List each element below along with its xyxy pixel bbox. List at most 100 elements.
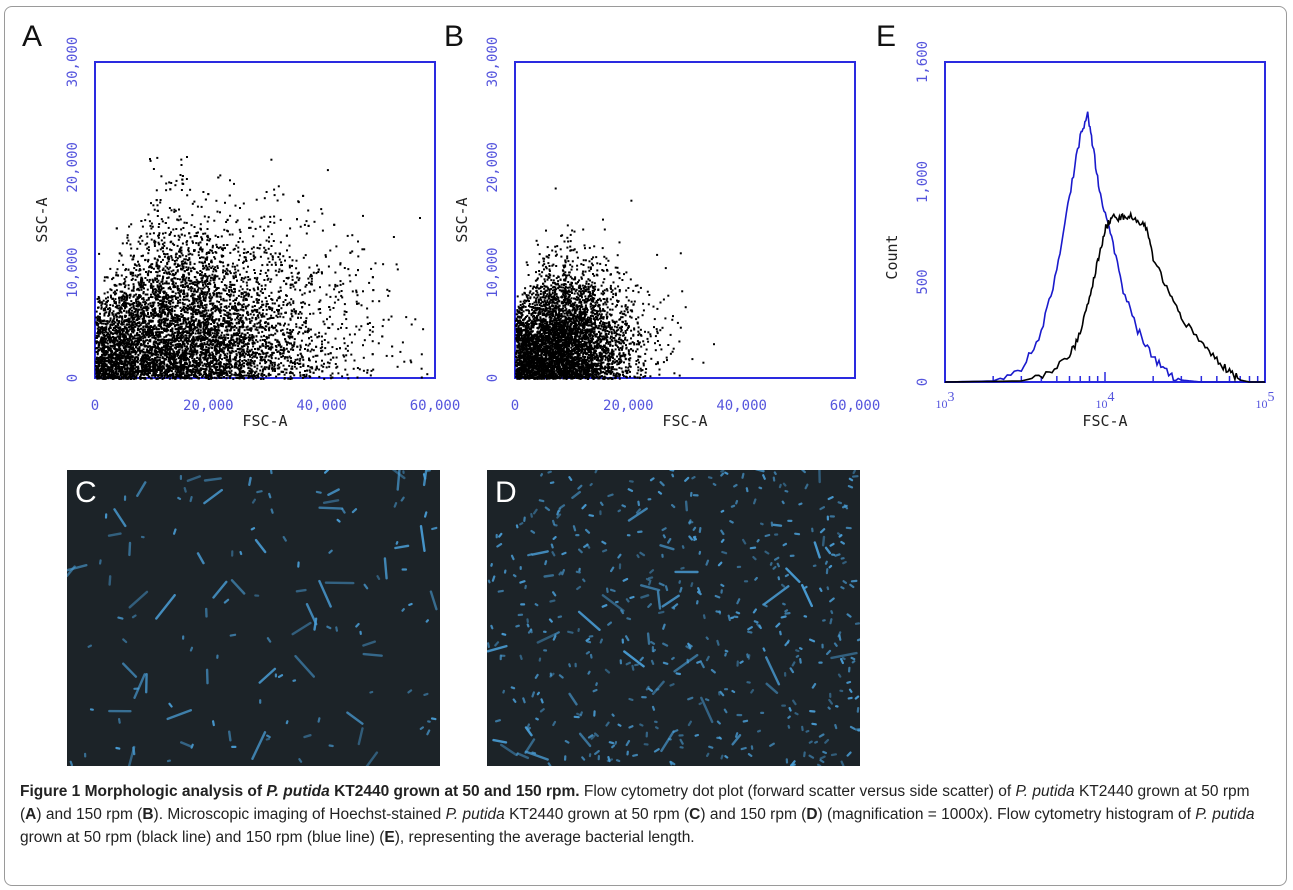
- scatter-point: [238, 228, 241, 231]
- scatter-point: [153, 241, 156, 243]
- scatter-point: [194, 371, 197, 374]
- scatter-point: [194, 339, 197, 342]
- scatter-point: [253, 277, 256, 280]
- scatter-point: [184, 350, 187, 353]
- scatter-point: [211, 273, 214, 276]
- scatter-point: [115, 355, 118, 358]
- scatter-point: [226, 311, 229, 314]
- scatter-point: [213, 332, 216, 335]
- scatter-point: [119, 290, 122, 293]
- scatter-point: [308, 369, 311, 372]
- scatter-point: [242, 352, 244, 355]
- scatter-point: [213, 292, 215, 295]
- scatter-point: [146, 288, 149, 291]
- scatter-point: [126, 236, 129, 239]
- scatter-point: [256, 367, 259, 370]
- scatter-point: [157, 315, 160, 318]
- scatter-point: [206, 277, 209, 280]
- scatter-point: [117, 364, 120, 367]
- scatter-point: [183, 303, 186, 306]
- scatter-point: [270, 347, 273, 350]
- scatter-point: [160, 218, 163, 221]
- scatter-point: [249, 313, 252, 316]
- scatter-point: [178, 236, 181, 239]
- scatter-point: [281, 349, 284, 352]
- scatter-point: [286, 331, 289, 334]
- scatter-point: [245, 363, 248, 366]
- scatter-point: [132, 285, 135, 288]
- scatter-point: [153, 335, 156, 337]
- scatter-point: [165, 271, 168, 274]
- scatter-point: [206, 228, 209, 230]
- scatter-point: [201, 271, 203, 274]
- scatter-point: [185, 295, 188, 298]
- scatter-point: [282, 355, 284, 358]
- scatter-point: [168, 301, 170, 304]
- scatter-point: [198, 294, 201, 297]
- scatter-point: [174, 184, 177, 187]
- scatter-point: [125, 276, 128, 279]
- scatter-point: [194, 319, 197, 322]
- scatter-point: [250, 295, 253, 298]
- scatter-point: [228, 270, 231, 273]
- scatter-point: [186, 309, 189, 311]
- scatter-point: [97, 359, 100, 362]
- scatter-point: [197, 338, 200, 340]
- scatter-point: [263, 229, 265, 232]
- scatter-point: [388, 290, 391, 293]
- scatter-point: [115, 306, 118, 309]
- scatter-point: [302, 363, 305, 366]
- scatter-point: [197, 345, 200, 347]
- scatter-point: [259, 362, 261, 365]
- scatter-point: [293, 341, 296, 344]
- scatter-point: [220, 334, 223, 337]
- scatter-point: [101, 374, 104, 377]
- scatter-point: [119, 352, 122, 355]
- scatter-point: [332, 307, 335, 309]
- scatter-point: [146, 339, 149, 342]
- scatter-point: [204, 328, 207, 331]
- scatter-point: [104, 373, 107, 376]
- scatter-point: [231, 290, 233, 293]
- scatter-point: [290, 298, 293, 301]
- scatter-point: [217, 287, 220, 290]
- scatter-point: [239, 237, 241, 240]
- scatter-point: [125, 311, 128, 314]
- scatter-point: [267, 257, 270, 260]
- scatter-point: [137, 281, 140, 284]
- scatter-point: [205, 278, 208, 281]
- scatter-point: [171, 310, 174, 313]
- scatter-point: [157, 279, 160, 282]
- scatter-point: [186, 307, 189, 310]
- scatter-point: [254, 354, 257, 357]
- scatter-point: [291, 344, 294, 347]
- scatter-point: [336, 284, 339, 287]
- scatter-point: [144, 336, 147, 339]
- scatter-point: [200, 277, 203, 280]
- scatter-point: [167, 340, 170, 343]
- scatter-point: [210, 362, 213, 364]
- scatter-point: [147, 303, 150, 306]
- scatter-point: [142, 331, 145, 334]
- scatter-point: [199, 273, 201, 276]
- scatter-point: [174, 271, 177, 274]
- scatter-point: [360, 325, 363, 328]
- scatter-point: [157, 226, 160, 228]
- scatter-point: [121, 376, 124, 379]
- scatter-point: [115, 289, 118, 292]
- scatter-point: [145, 373, 148, 376]
- scatter-point: [281, 328, 284, 331]
- scatter-point: [136, 361, 139, 364]
- scatter-point: [190, 286, 193, 288]
- scatter-point: [305, 343, 307, 346]
- scatter-point: [216, 287, 219, 289]
- scatter-point: [123, 278, 126, 280]
- scatter-point: [271, 307, 274, 310]
- scatter-point: [141, 307, 144, 310]
- scatter-point: [385, 354, 388, 357]
- scatter-point: [193, 324, 195, 327]
- scatter-point: [203, 342, 206, 344]
- scatter-point: [161, 377, 164, 380]
- scatter-point: [111, 354, 114, 357]
- scatter-point: [327, 326, 330, 329]
